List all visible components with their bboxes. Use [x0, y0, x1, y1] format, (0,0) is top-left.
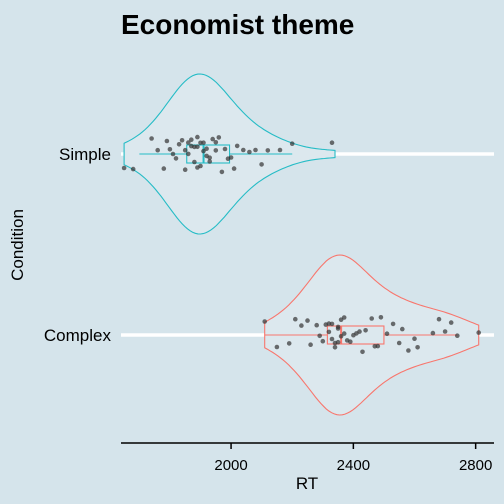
x-axis-label: RT: [296, 474, 318, 493]
point-simple: [155, 147, 160, 153]
point-complex: [369, 316, 375, 321]
point-simple: [234, 143, 240, 149]
x-tick-label-2000: 2000: [214, 457, 247, 474]
point-simple: [121, 165, 127, 171]
point-simple: [329, 140, 335, 145]
point-simple: [222, 146, 228, 152]
point-simple: [265, 148, 271, 153]
point-simple: [170, 151, 176, 157]
point-complex: [293, 316, 298, 322]
point-complex: [396, 340, 402, 346]
point-simple: [213, 140, 219, 145]
point-complex: [455, 333, 460, 339]
point-simple: [192, 159, 197, 165]
point-simple: [195, 134, 200, 140]
point-simple: [241, 147, 246, 153]
point-complex: [384, 331, 390, 337]
point-simple: [182, 147, 188, 153]
point-simple: [149, 136, 154, 141]
x-tick-label-2400: 2400: [337, 457, 370, 474]
y-axis-label: Condition: [8, 209, 27, 281]
point-simple: [161, 166, 167, 171]
point-simple: [228, 155, 234, 160]
point-simple: [201, 140, 206, 145]
point-simple: [176, 142, 182, 147]
point-complex: [326, 329, 332, 335]
point-complex: [335, 339, 341, 345]
point-complex: [406, 348, 411, 353]
point-simple: [204, 146, 209, 151]
point-complex: [375, 343, 381, 349]
point-simple: [198, 163, 203, 169]
point-complex: [436, 316, 442, 322]
box-complex: [326, 325, 385, 345]
point-complex: [412, 336, 417, 342]
point-complex: [442, 329, 448, 334]
point-complex: [400, 326, 405, 332]
point-complex: [430, 330, 436, 336]
point-complex: [305, 318, 310, 323]
point-complex: [332, 345, 338, 350]
point-complex: [348, 339, 353, 345]
point-complex: [476, 330, 482, 335]
point-complex: [448, 320, 454, 325]
point-complex: [299, 323, 304, 328]
y-tick-label-simple: Simple: [59, 145, 111, 164]
point-complex: [314, 322, 320, 328]
point-simple: [167, 147, 173, 152]
point-simple: [130, 166, 136, 172]
point-complex: [341, 315, 347, 320]
point-complex: [338, 334, 344, 339]
y-axis-categories: Simple Complex: [44, 145, 112, 345]
point-complex: [335, 326, 341, 331]
point-simple: [207, 159, 212, 164]
point-complex: [357, 329, 362, 334]
point-simple: [164, 138, 170, 144]
point-simple: [189, 137, 194, 142]
point-simple: [207, 155, 212, 160]
point-complex: [360, 349, 365, 355]
point-complex: [363, 328, 368, 333]
point-simple: [253, 147, 258, 153]
point-complex: [329, 321, 335, 327]
x-tick-label-2800: 2800: [459, 457, 492, 474]
point-simple: [201, 148, 206, 154]
point-simple: [195, 144, 200, 150]
point-complex: [378, 315, 384, 320]
point-complex: [320, 338, 326, 344]
point-complex: [390, 321, 396, 327]
point-simple: [289, 141, 295, 146]
point-simple: [247, 149, 252, 155]
point-simple: [182, 167, 188, 172]
boxplots: [139, 144, 458, 345]
point-simple: [216, 135, 222, 140]
point-complex: [317, 333, 323, 339]
point-simple: [179, 138, 185, 143]
point-simple: [173, 156, 179, 161]
violins: [123, 73, 480, 416]
point-complex: [341, 331, 347, 336]
point-complex: [308, 342, 313, 348]
point-complex: [262, 319, 268, 324]
point-simple: [259, 162, 264, 167]
point-simple: [213, 148, 219, 153]
point-complex: [274, 344, 280, 350]
point-simple: [210, 136, 215, 142]
point-simple: [277, 147, 283, 153]
point-simple: [231, 166, 237, 171]
point-complex: [286, 341, 292, 346]
point-simple: [186, 140, 191, 145]
point-complex: [415, 345, 420, 350]
x-axis-ticks: 2000 2400 2800: [214, 443, 492, 474]
jitter-points: [121, 134, 482, 355]
point-simple: [186, 151, 191, 157]
y-tick-label-complex: Complex: [44, 326, 112, 345]
violin-complex: [264, 254, 480, 416]
chart-title: Economist theme: [121, 9, 354, 40]
point-complex: [329, 336, 335, 342]
point-simple: [219, 169, 225, 175]
